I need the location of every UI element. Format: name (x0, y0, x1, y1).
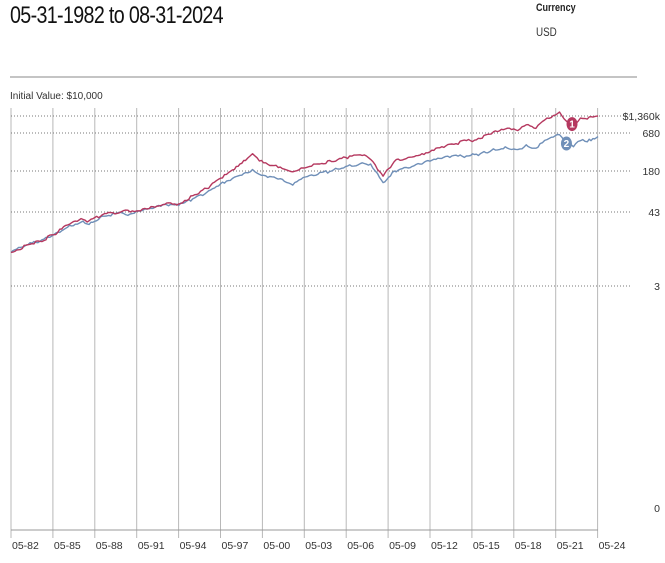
x-tick-label: 05-21 (557, 540, 584, 552)
y-tick-label: 3 (654, 281, 660, 293)
x-tick-label: 05-03 (305, 540, 332, 552)
x-tick-label: 05-00 (263, 540, 290, 552)
x-tick-label: 05-24 (599, 540, 626, 552)
x-tick-label: 05-82 (12, 540, 39, 552)
chart-grid (10, 108, 632, 538)
x-tick-label: 05-06 (347, 540, 374, 552)
series-1-marker (566, 117, 578, 132)
x-tick-label: 05-94 (180, 540, 207, 552)
chart-series (10, 111, 599, 254)
y-axis-ticks: $1,360k 680 180 43 3 0 (623, 111, 661, 515)
date-range-title: 05-31-1982 to 08-31-2024 (10, 2, 224, 29)
y-tick-label: $1,360k (623, 111, 661, 123)
initial-value-label: Initial Value: $10,000 (10, 91, 103, 102)
x-axis-ticks: 05-82 05-85 05-88 05-91 05-94 05-97 05-00 05-03… (12, 540, 626, 552)
series-1-line (10, 111, 599, 254)
x-tick-label: 05-09 (389, 540, 416, 552)
series-1-marker-label: 1 (569, 120, 575, 131)
x-tick-label: 05-88 (96, 540, 123, 552)
x-tick-label: 05-15 (473, 540, 500, 552)
x-tick-label: 05-12 (431, 540, 458, 552)
series-2-marker-label: 2 (564, 139, 570, 150)
series-markers: 12 (560, 117, 578, 151)
x-tick-label: 05-85 (54, 540, 81, 552)
y-tick-label: 43 (648, 207, 660, 219)
x-tick-label: 05-18 (515, 540, 542, 552)
series-2-line (10, 133, 599, 253)
series-2-marker (560, 136, 572, 151)
y-tick-label: 180 (642, 166, 660, 178)
x-tick-label: 05-91 (138, 540, 165, 552)
currency-label: Currency (536, 2, 576, 14)
y-tick-label: 680 (642, 128, 660, 140)
x-tick-label: 05-97 (222, 540, 249, 552)
currency-value: USD (536, 25, 557, 39)
y-tick-label: 0 (654, 503, 660, 515)
